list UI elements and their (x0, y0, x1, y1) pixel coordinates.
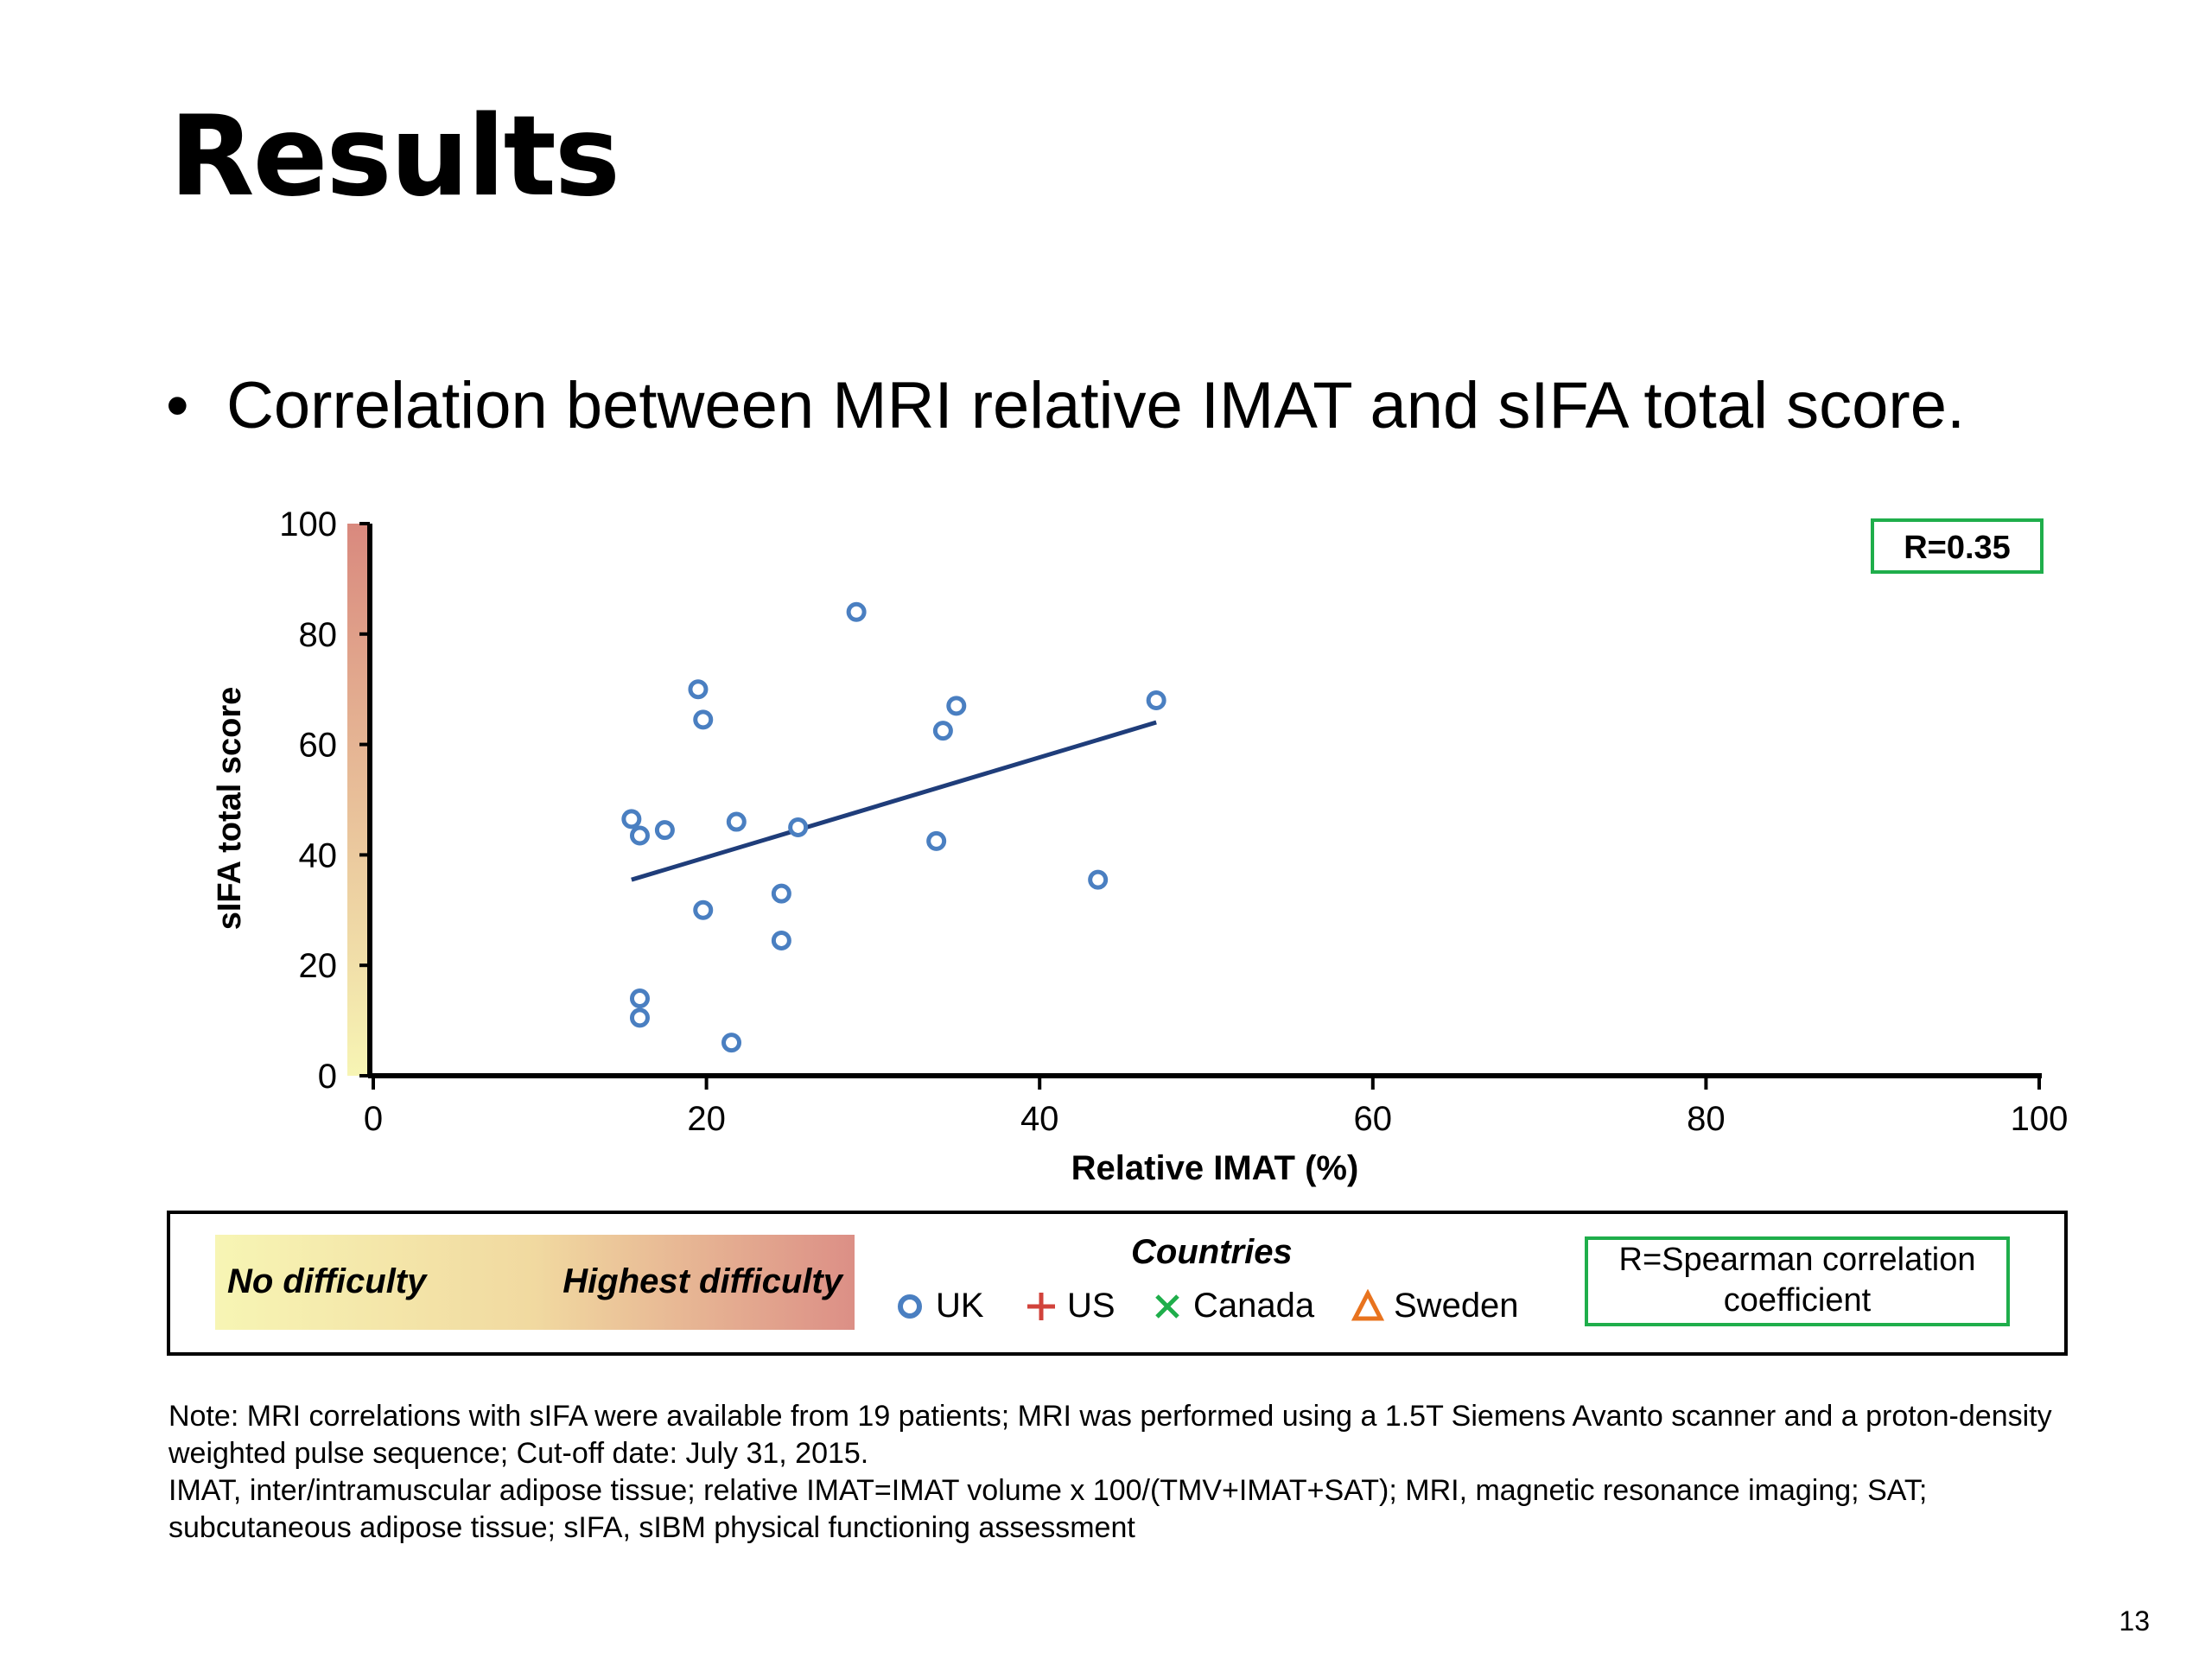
y-axis-gradient-strip (347, 524, 370, 1076)
data-point-uk-11 (771, 930, 791, 950)
plus-marker-icon (1027, 1292, 1055, 1320)
data-point-uk-17 (1088, 869, 1109, 890)
y-tick-label-60: 60 (299, 727, 338, 765)
difficulty-gradient-bar: No difficulty Highest difficulty (215, 1235, 855, 1330)
data-point-uk-18 (1146, 690, 1166, 710)
data-point-uk-16 (946, 696, 967, 716)
no-difficulty-label: No difficulty (227, 1262, 427, 1300)
legend-label-canada: Canada (1193, 1287, 1315, 1325)
spearman-line-1: R=Spearman correlation (1618, 1242, 1976, 1278)
legend-label-us: US (1067, 1287, 1116, 1325)
data-point-uk-8 (721, 1033, 742, 1053)
footnote-line-2: IMAT, inter/intramuscular adipose tissue… (168, 1474, 1928, 1544)
r-value-box (1871, 518, 2044, 574)
footnote: Note: MRI correlations with sIFA were av… (168, 1398, 2095, 1547)
y-axis-title: sIFA total score (212, 687, 248, 931)
legend-item-uk: UK (893, 1287, 984, 1325)
data-point-uk-3 (629, 988, 650, 1009)
data-point-uk-9 (726, 811, 747, 832)
data-point-uk-13 (846, 601, 867, 622)
page-number: 13 (2119, 1605, 2150, 1637)
data-point-uk-12 (788, 817, 809, 837)
data-point-uk-2 (654, 820, 675, 841)
scatter-chart: 0 20 40 60 80 100 0 20 40 60 80 100 Relative IMAT (%… (212, 505, 2069, 1187)
y-tick-label-100: 100 (279, 505, 337, 543)
triangle-marker-icon (1351, 1288, 1385, 1320)
spearman-line-2: coefficient (1723, 1282, 1872, 1319)
countries-title: Countries (1131, 1233, 1293, 1271)
y-tick-label-40: 40 (299, 836, 338, 874)
legend-item-canada: Canada (1150, 1287, 1314, 1325)
cross-marker-icon (1155, 1294, 1179, 1319)
data-point-uk-14 (926, 830, 947, 851)
data-point-uk-1 (629, 825, 650, 846)
x-tick-label-40: 40 (1020, 1100, 1059, 1138)
legend-box: No difficulty Highest difficulty Countri… (167, 1211, 2068, 1356)
legend-item-sweden: Sweden (1351, 1287, 1519, 1325)
x-axis-title: Relative IMAT (%) (1071, 1149, 1359, 1187)
y-tick-label-20: 20 (299, 947, 338, 985)
legend-label-sweden: Sweden (1394, 1287, 1519, 1325)
data-point-uk-6 (693, 709, 714, 730)
bullet-dot-icon: • (166, 369, 189, 442)
y-tick-label-0: 0 (318, 1058, 337, 1096)
x-tick-label-0: 0 (364, 1100, 383, 1138)
data-point-uk-10 (771, 883, 791, 904)
data-point-uk-15 (932, 721, 953, 741)
x-tick-label-20: 20 (687, 1100, 726, 1138)
bullet-point: • Correlation between MRI relative IMAT a… (166, 373, 1965, 439)
x-tick-label-80: 80 (1687, 1100, 1726, 1138)
data-point-uk-5 (688, 679, 709, 700)
circle-marker-icon (898, 1294, 922, 1319)
data-point-uk-4 (629, 1007, 650, 1028)
spearman-note-box: R=Spearman correlation coefficient (1585, 1236, 2010, 1326)
highest-difficulty-label: Highest difficulty (563, 1262, 842, 1300)
x-tick-label-100: 100 (2011, 1100, 2069, 1138)
slide-title: Results (169, 92, 620, 221)
legend-label-uk: UK (936, 1287, 984, 1325)
bullet-text: Correlation between MRI relative IMAT an… (226, 369, 1966, 442)
data-point-uk-0 (621, 809, 642, 830)
y-tick-label-80: 80 (299, 616, 338, 654)
footnote-line-1: Note: MRI correlations with sIFA were av… (168, 1400, 2052, 1470)
x-tick-label-60: 60 (1354, 1100, 1393, 1138)
trendline (631, 720, 1157, 882)
data-point-uk-7 (693, 899, 714, 920)
legend-item-us: US (1024, 1287, 1116, 1325)
r-value-label: R=0.35 (1904, 530, 2011, 566)
